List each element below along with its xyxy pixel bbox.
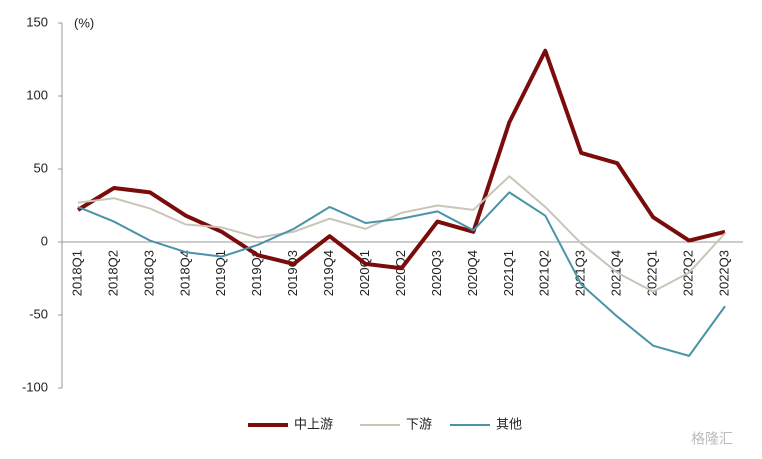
y-tick-label: 50	[34, 160, 48, 175]
legend-label: 下游	[406, 416, 432, 431]
x-tick-label: 2018Q2	[105, 250, 120, 296]
unit-label: (%)	[74, 15, 94, 30]
x-tick-label: 2022Q1	[645, 250, 660, 296]
line-series	[76, 48, 726, 271]
x-tick-label: 2022Q3	[716, 250, 731, 296]
x-tick-label: 2021Q2	[537, 250, 552, 296]
x-tick-label: 2018Q3	[141, 250, 156, 296]
x-tick-label: 2021Q1	[501, 250, 516, 296]
y-tick-label: 150	[26, 14, 48, 29]
y-tick-label: -50	[29, 306, 48, 321]
y-tick-label: 100	[26, 87, 48, 102]
line-series	[77, 191, 726, 357]
x-tick-label: 2020Q4	[465, 250, 480, 296]
x-tick-label: 2019Q3	[285, 250, 300, 296]
watermark: 格隆汇	[691, 431, 733, 447]
legend-label: 其他	[496, 416, 522, 431]
line-series	[77, 175, 726, 293]
x-tick-label: 2020Q3	[429, 250, 444, 296]
x-tick-label: 2019Q1	[213, 250, 228, 296]
x-tick-label: 2018Q1	[69, 250, 84, 296]
x-tick-label: 2019Q2	[249, 250, 264, 296]
y-tick-label: 0	[41, 233, 48, 248]
x-tick-label: 2019Q4	[321, 250, 336, 296]
legend-label: 中上游	[294, 416, 333, 431]
x-tick-label: 2021Q4	[609, 250, 624, 296]
y-tick-label: -100	[22, 379, 48, 394]
x-tick-label: 2018Q4	[177, 250, 192, 296]
x-tick-label: 2021Q3	[573, 250, 588, 296]
x-tick-label: 2020Q2	[393, 250, 408, 296]
